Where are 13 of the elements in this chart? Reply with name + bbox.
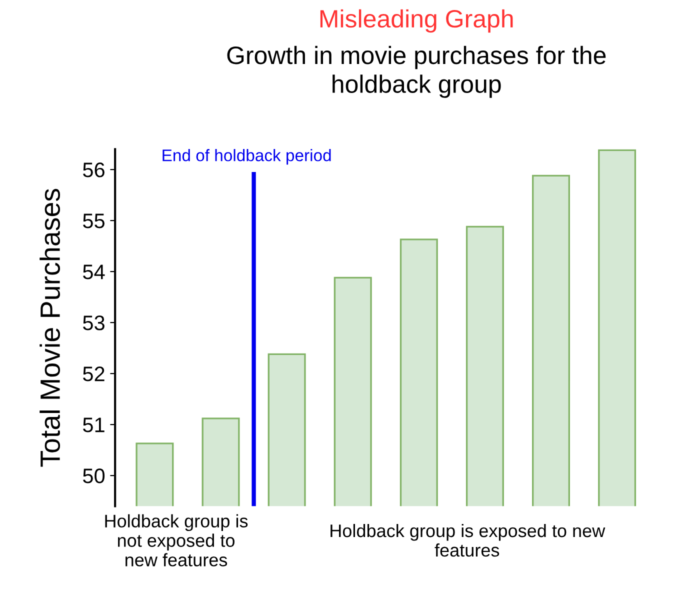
text: Holdback group is not exposed to new features [105,514,248,566]
text: Holdback group is exposed to new features [330,524,606,557]
y-tick-label: 53 [83,316,104,330]
chart-subtitle: Growth in movie purchases for the holdback group [227,46,606,98]
y-tick-label: 51 [83,418,104,432]
chart-title: Misleading Graph [320,9,513,33]
y-tick-label: 52 [83,366,104,382]
y-tick-label: 54 [83,264,105,280]
y-axis-title: Total Movie Purchases [40,188,60,467]
y-tick-label: 55 [83,214,104,228]
y-tick-label: 50 [83,468,105,484]
y-tick-label: 56 [83,162,104,178]
annotation: End of holdback period [162,149,331,165]
